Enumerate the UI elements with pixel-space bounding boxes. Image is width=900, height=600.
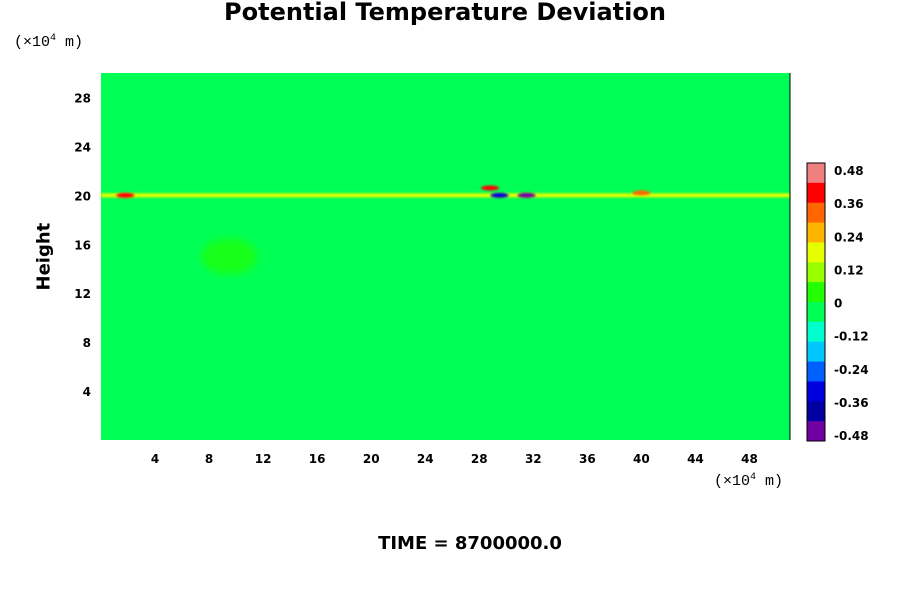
heatmap-cell-5	[632, 190, 651, 196]
colorbar-tick-label: -0.48	[834, 429, 869, 443]
heatmap-cell-3	[517, 192, 536, 198]
colorbar-swatch	[807, 421, 825, 442]
heatmap-cell-7	[302, 342, 359, 379]
colorbar-tick-label: 0.36	[834, 197, 864, 211]
heatmap-cell-6	[201, 238, 258, 275]
x-tick-label: 28	[471, 452, 488, 466]
colorbar-swatch	[807, 202, 825, 224]
colorbar-border	[806, 162, 826, 442]
y-unit-tail: m)	[56, 34, 84, 51]
x-tick-label: 48	[741, 452, 758, 466]
x-axis-ticks: 4 8 12 16 20 24 28 32 36 40 44 48	[151, 452, 758, 466]
x-unit-tail: m)	[756, 473, 784, 490]
y-tick-label: 8	[83, 336, 91, 350]
y-tick-label: 12	[74, 287, 91, 301]
x-tick-label: 40	[633, 452, 650, 466]
y-unit-exp: 4	[50, 33, 57, 44]
colorbar-tick-label: -0.36	[834, 396, 869, 410]
colorbar-swatch	[807, 282, 825, 303]
x-tick-label: 4	[151, 452, 159, 466]
x-tick-label: 12	[255, 452, 272, 466]
y-tick-label: 4	[83, 385, 91, 399]
heatmap-cell-8	[505, 348, 562, 385]
x-tick-label: 32	[525, 452, 542, 466]
y-axis-unit: (×104 m)	[14, 33, 83, 51]
heatmap-cell-4	[481, 185, 500, 191]
colorbar-tick-label: -0.24	[834, 363, 869, 377]
colorbar-swatch	[807, 381, 825, 402]
heatmap-cell-2	[490, 192, 509, 198]
x-tick-label: 20	[363, 452, 380, 466]
colorbar-swatch	[807, 182, 825, 204]
heatmap-cell-1	[116, 192, 135, 198]
colorbar-swatch	[807, 222, 825, 243]
y-tick-label: 24	[74, 140, 91, 154]
y-tick-label: 20	[74, 189, 91, 203]
colorbar-tick-label: 0.48	[834, 164, 864, 178]
x-unit-base: (×10	[714, 473, 751, 490]
y-tick-label: 16	[74, 238, 91, 252]
chart-title: Potential Temperature Deviation	[224, 0, 666, 26]
colorbar-swatch	[807, 262, 825, 283]
colorbar-tick-label: 0.12	[834, 263, 864, 277]
x-unit-exp: 4	[750, 472, 757, 483]
colorbar-tick-label: 0.24	[834, 230, 864, 244]
y-axis-ticks: 4 8 12 16 20 24 28	[74, 91, 91, 399]
time-label: TIME = 8700000.0	[378, 533, 562, 554]
x-tick-label: 44	[687, 452, 704, 466]
plot-area	[101, 73, 791, 440]
colorbar-swatch	[807, 361, 825, 382]
x-axis-unit: (×104 m)	[714, 472, 783, 490]
heatmap-band	[101, 193, 790, 198]
colorbar-swatch	[807, 242, 825, 263]
y-tick-label: 28	[74, 91, 91, 105]
colorbar: 0.48 0.36 0.24 0.12 0 -0.12 -0.24 -0.36 -0.48	[806, 162, 869, 443]
colorbar-tick-label: 0	[834, 297, 842, 311]
x-tick-label: 24	[417, 452, 434, 466]
colorbar-swatch	[807, 302, 825, 323]
colorbar-swatch	[807, 401, 825, 422]
x-tick-label: 8	[205, 452, 213, 466]
x-tick-label: 36	[579, 452, 596, 466]
y-unit-base: (×10	[14, 34, 51, 51]
colorbar-swatch	[807, 163, 825, 184]
colorbar-swatch	[807, 341, 825, 363]
colorbar-swatch	[807, 321, 825, 343]
x-tick-label: 16	[309, 452, 326, 466]
colorbar-tick-label: -0.12	[834, 330, 869, 344]
